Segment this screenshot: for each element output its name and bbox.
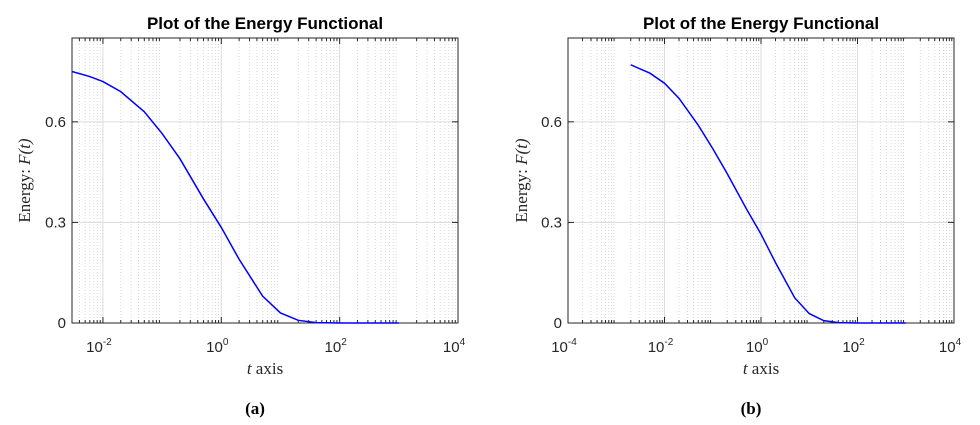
- x-tick-label: 100: [206, 337, 229, 356]
- y-tick-label: 0.6: [541, 114, 562, 131]
- x-tick-label: 10-4: [551, 337, 577, 356]
- x-tick-label: 104: [443, 337, 466, 356]
- y-axis-label: Energy: F(t): [512, 138, 531, 223]
- x-tick-label: 102: [842, 337, 865, 356]
- x-tick-base: 10: [325, 339, 342, 356]
- x-tick-base: 10: [842, 339, 859, 356]
- x-tick-base: 10: [86, 339, 103, 356]
- chart-title: Plot of the Energy Functional: [147, 14, 383, 33]
- energy-curve: [71, 70, 399, 324]
- x-tick-exponent: -2: [664, 337, 673, 348]
- x-tick-exponent: 4: [460, 337, 466, 348]
- x-tick-label: 10-2: [86, 337, 112, 356]
- y-tick-label: 0.3: [45, 214, 66, 231]
- x-tick-exponent: 4: [956, 337, 962, 348]
- x-tick-base: 10: [443, 339, 460, 356]
- x-tick-label: 100: [746, 337, 769, 356]
- chart-title: Plot of the Energy Functional: [643, 14, 879, 33]
- x-tick-label: 102: [325, 337, 348, 356]
- x-tick-exponent: 2: [341, 337, 347, 348]
- energy-curve: [630, 64, 906, 324]
- x-tick-exponent: 0: [763, 337, 769, 348]
- y-axis-label: Energy: F(t): [15, 138, 34, 223]
- subfigure-caption: (a): [245, 399, 265, 418]
- x-tick-base: 10: [939, 339, 956, 356]
- axes-frame: [71, 37, 459, 324]
- y-axis-label-text: Energy:: [512, 165, 531, 223]
- x-tick-exponent: 2: [859, 337, 865, 348]
- x-axis-label-text: axis: [252, 359, 284, 378]
- y-axis-label-text: Energy:: [15, 165, 34, 223]
- y-tick-label: 0: [58, 315, 66, 332]
- x-tick-exponent: -2: [103, 337, 112, 348]
- x-axis-label: t axis: [743, 359, 779, 378]
- y-axis-label-math: F(t): [512, 138, 531, 166]
- subfigure-caption: (b): [741, 399, 762, 418]
- x-tick-label: 10-2: [648, 337, 674, 356]
- x-axis-label-var: t: [743, 359, 749, 378]
- x-tick-base: 10: [206, 339, 223, 356]
- y-tick-label: 0.6: [45, 114, 66, 131]
- x-tick-base: 10: [551, 339, 568, 356]
- x-tick-exponent: 0: [223, 337, 229, 348]
- x-axis-label-var: t: [247, 359, 253, 378]
- x-tick-label: 104: [939, 337, 962, 356]
- y-axis-label-math: F(t): [15, 138, 34, 166]
- x-axis-label-text: axis: [748, 359, 780, 378]
- x-tick-exponent: -4: [568, 337, 577, 348]
- y-tick-label: 0.3: [541, 214, 562, 231]
- y-tick-label: 0: [554, 315, 562, 332]
- x-tick-base: 10: [746, 339, 763, 356]
- x-tick-base: 10: [648, 339, 665, 356]
- x-axis-label: t axis: [247, 359, 283, 378]
